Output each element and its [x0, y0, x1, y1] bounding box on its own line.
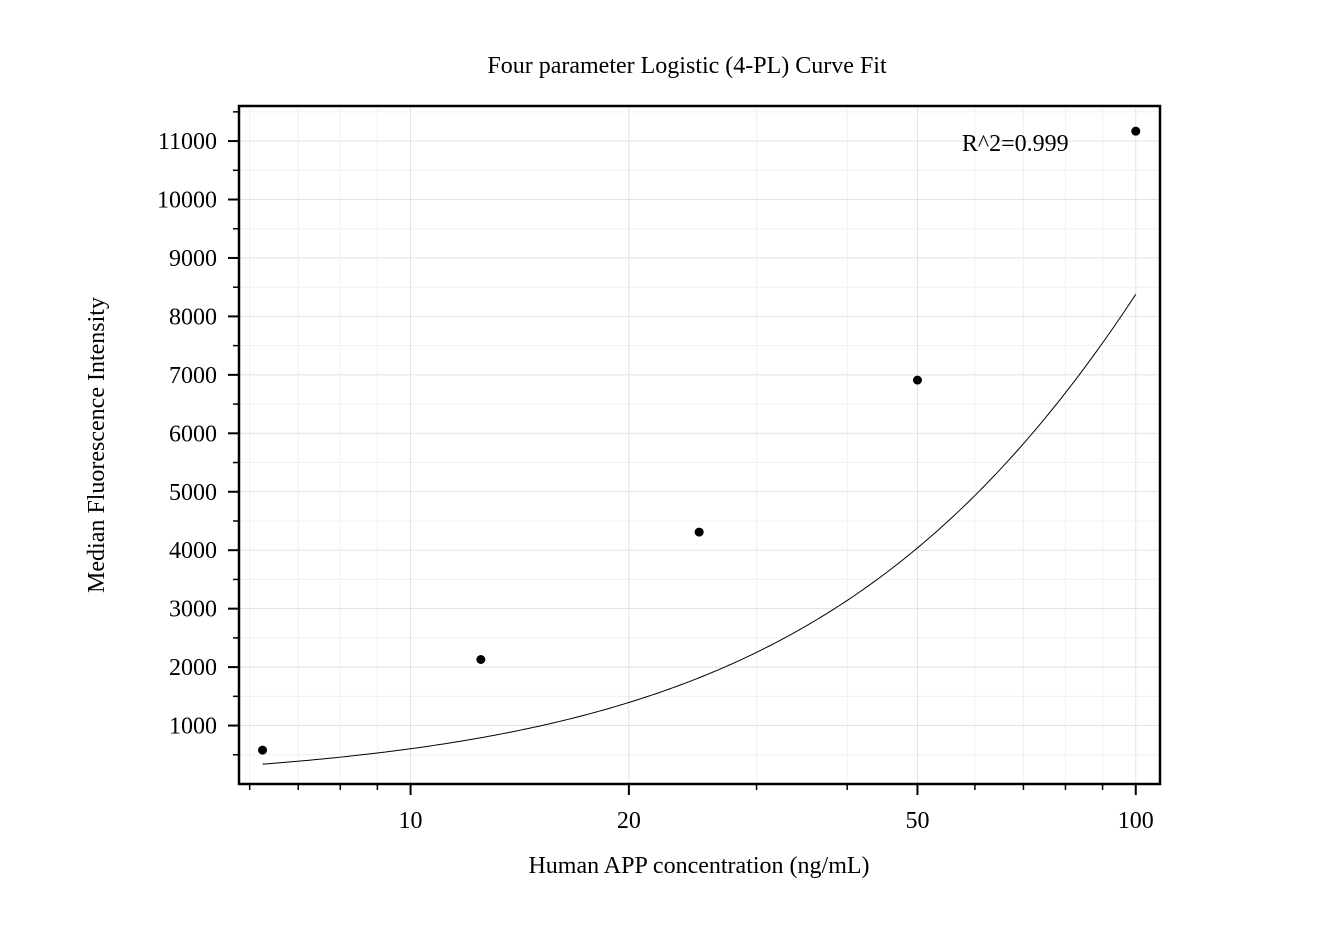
y-tick-label: 2000: [169, 655, 217, 681]
x-tick-label: 10: [399, 808, 423, 834]
x-axis-ticks: [248, 784, 1137, 795]
x-tick-label: 20: [617, 808, 641, 834]
y-axis-tick-labels: 1000 2000 3000 4000 5000 6000 7000 8000 9000 1000…: [157, 129, 217, 739]
y-tick-label: 8000: [169, 304, 217, 330]
y-tick-label: 4000: [169, 538, 217, 564]
y-tick-label: 10000: [157, 188, 217, 214]
data-point: [258, 745, 268, 755]
x-axis-label: Human APP concentration (ng/mL): [528, 853, 869, 879]
y-axis-label: Median Fluorescence Intensity: [84, 297, 110, 593]
y-tick-label: 11000: [158, 129, 217, 155]
plot-frame: [237, 104, 1162, 786]
y-tick-label: 7000: [169, 363, 217, 389]
data-point: [912, 375, 922, 385]
y-tick-label: 1000: [169, 714, 217, 740]
y-tick-label: 5000: [169, 480, 217, 506]
y-tick-label: 3000: [169, 597, 217, 623]
y-tick-label: 9000: [169, 246, 217, 272]
fit-curve-layer: [262, 294, 1137, 765]
grid-major: [239, 106, 1160, 784]
r-squared-annotation: R^2=0.999: [962, 131, 1069, 157]
data-point: [1131, 126, 1141, 136]
data-point: [694, 527, 704, 537]
fit-curve-line: [262, 294, 1137, 765]
chart-title: Four parameter Logistic (4-PL) Curve Fit: [487, 53, 887, 79]
y-axis-ticks: [228, 111, 239, 756]
x-tick-label: 50: [905, 808, 929, 834]
x-tick-label: 100: [1118, 808, 1154, 834]
data-points-layer: [258, 126, 1141, 755]
y-tick-label: 6000: [169, 421, 217, 447]
x-axis-tick-labels: 10 20 50 100: [399, 808, 1154, 834]
data-point: [476, 655, 486, 665]
grid-minor: [239, 106, 1160, 784]
